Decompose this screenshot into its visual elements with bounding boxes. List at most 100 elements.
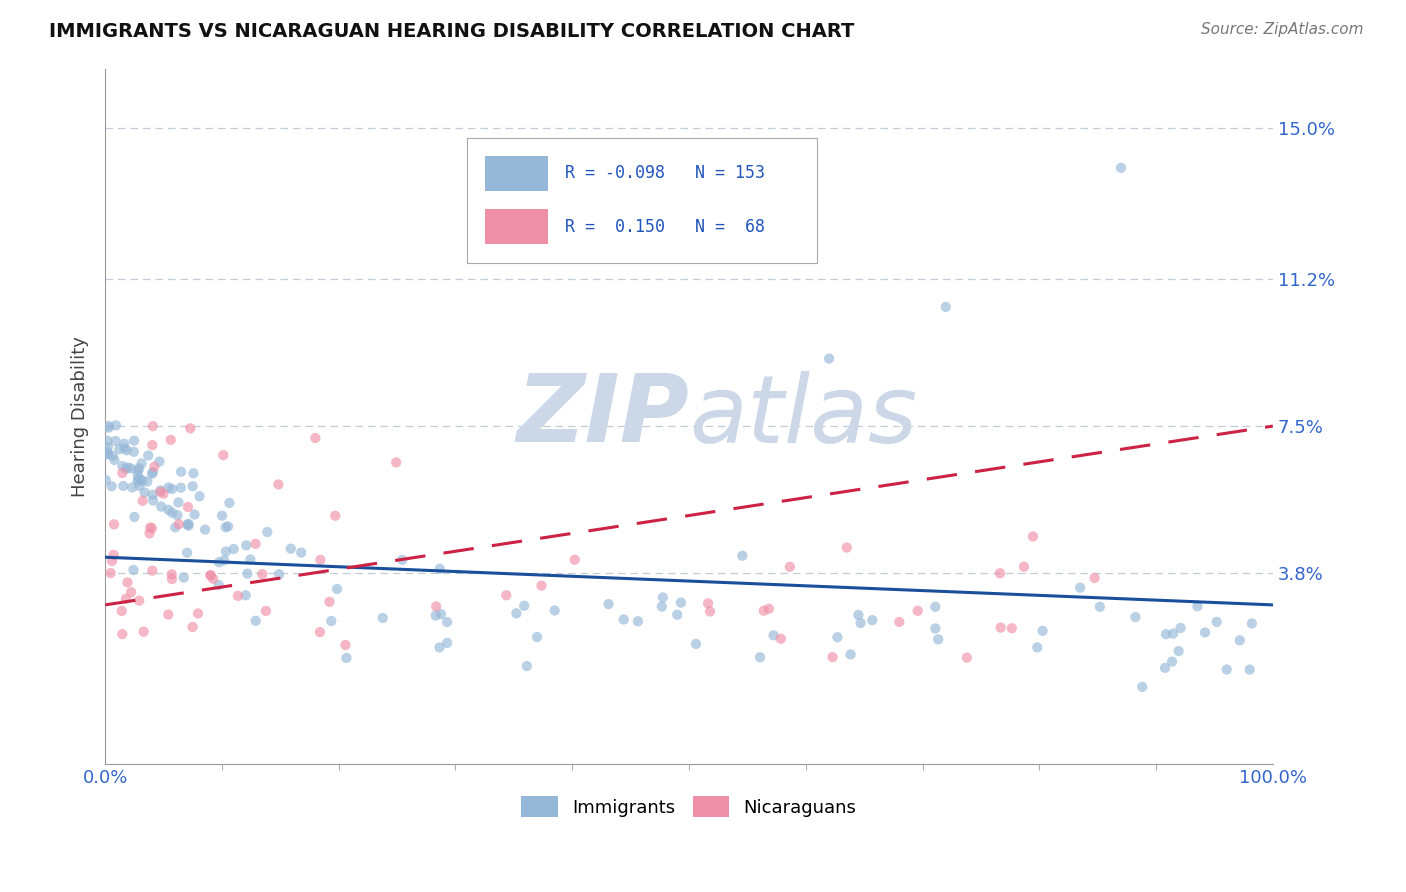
Point <box>122 563 145 577</box>
Point <box>245 614 267 628</box>
Point <box>160 482 183 496</box>
Text: IMMIGRANTS VS NICARAGUAN HEARING DISABILITY CORRELATION CHART: IMMIGRANTS VS NICARAGUAN HEARING DISABIL… <box>49 22 855 41</box>
Point <box>889 615 911 629</box>
Point <box>849 615 872 630</box>
Point <box>115 591 138 606</box>
Point <box>321 614 343 628</box>
Point <box>136 449 159 463</box>
Point <box>165 520 187 534</box>
Point <box>318 595 340 609</box>
Point <box>1069 581 1091 595</box>
Point <box>97 419 120 434</box>
Point <box>120 461 142 475</box>
Point <box>1154 661 1177 675</box>
Point <box>127 472 149 486</box>
Point <box>177 518 200 533</box>
Point <box>335 638 357 652</box>
Point <box>323 508 346 523</box>
Point <box>142 493 165 508</box>
Point <box>290 545 312 559</box>
Point <box>252 567 274 582</box>
Point <box>181 479 204 493</box>
Point <box>136 475 159 489</box>
Point <box>117 460 139 475</box>
Point <box>495 588 517 602</box>
Point <box>117 575 139 590</box>
Point <box>150 500 173 514</box>
Point <box>177 500 200 514</box>
Point <box>96 445 118 459</box>
Point <box>907 604 929 618</box>
Point <box>141 521 163 535</box>
Point <box>827 630 849 644</box>
Point <box>651 591 673 605</box>
Point <box>101 449 124 463</box>
Point <box>139 520 162 534</box>
Point <box>1083 571 1105 585</box>
Point <box>173 570 195 584</box>
Point <box>1161 655 1184 669</box>
Point <box>269 567 291 582</box>
Point <box>1161 626 1184 640</box>
Point <box>112 436 135 450</box>
Point <box>94 473 117 487</box>
Point <box>131 474 153 488</box>
Point <box>97 447 120 461</box>
Point <box>127 475 149 489</box>
Point <box>170 481 193 495</box>
Point <box>1022 529 1045 543</box>
Point <box>627 615 650 629</box>
Point <box>108 442 131 457</box>
Point <box>235 538 257 552</box>
Point <box>97 440 120 454</box>
Point <box>236 566 259 581</box>
Point <box>598 597 620 611</box>
Point <box>436 636 458 650</box>
Point <box>613 612 636 626</box>
Point <box>1026 640 1049 655</box>
Point <box>1240 616 1263 631</box>
Point <box>430 607 453 621</box>
Point <box>152 486 174 500</box>
Point <box>304 431 326 445</box>
Point <box>385 455 408 469</box>
Point <box>149 484 172 499</box>
Point <box>267 477 290 491</box>
Point <box>104 418 127 433</box>
Point <box>100 566 122 580</box>
Point <box>187 607 209 621</box>
Point <box>167 495 190 509</box>
Point <box>564 552 586 566</box>
Point <box>425 608 447 623</box>
Point <box>94 448 117 462</box>
Point <box>200 568 222 582</box>
Point <box>217 519 239 533</box>
Point <box>335 651 357 665</box>
Point <box>212 553 235 567</box>
Legend: Immigrants, Nicaraguans: Immigrants, Nicaraguans <box>515 789 863 824</box>
Point <box>212 448 235 462</box>
Point <box>685 637 707 651</box>
Point <box>131 493 153 508</box>
Point <box>218 496 240 510</box>
Point <box>100 479 122 493</box>
Point <box>132 624 155 639</box>
Point <box>762 628 785 642</box>
Point <box>194 523 217 537</box>
Point <box>256 524 278 539</box>
Point <box>215 544 238 558</box>
Point <box>112 479 135 493</box>
Point <box>513 599 536 613</box>
Point <box>1239 663 1261 677</box>
Point <box>134 485 156 500</box>
Point <box>1012 559 1035 574</box>
Text: ZIP: ZIP <box>516 370 689 462</box>
Point <box>1154 627 1177 641</box>
Point <box>142 465 165 479</box>
Point <box>651 599 673 614</box>
Point <box>120 585 142 599</box>
Point <box>124 510 146 524</box>
Point <box>697 596 720 610</box>
Point <box>202 572 225 586</box>
Point <box>157 607 180 622</box>
